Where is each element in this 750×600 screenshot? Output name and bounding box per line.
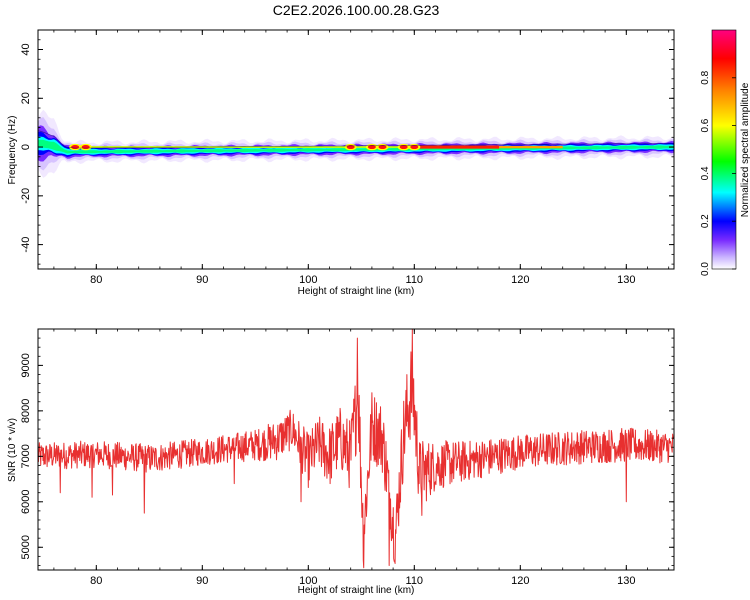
- spectrogram-frame: [37, 29, 675, 270]
- snr-ytick-label: 9000: [20, 353, 32, 377]
- snr-xtick-label: 100: [299, 575, 317, 587]
- spec-ytick-label: 20: [20, 92, 32, 104]
- spec-ytick-label: 0: [20, 144, 32, 150]
- spec-xtick-label: 100: [299, 274, 317, 286]
- spectrogram-hotspot: [378, 145, 387, 150]
- spectrogram-axes: 80 90 100 110 120 130 -40 -20 0 20 40: [20, 29, 674, 286]
- spectrogram-core-line: [75, 146, 415, 148]
- snr-panel: 80 90 100 110 120 130 5000 6000 7000 8000 9000 Hei…: [7, 328, 675, 596]
- spectrogram-core-fade: [499, 145, 563, 149]
- spec-xtick-label: 130: [617, 274, 635, 286]
- colorbar-ticks: 0.0 0.2 0.4 0.6 0.8: [700, 70, 736, 276]
- snr-xtick-label: 80: [90, 575, 102, 587]
- snr-xlabel: Height of straight line (km): [298, 585, 415, 596]
- colorbar-tick-label: 0.8: [700, 70, 711, 84]
- spectrogram-hotspot: [399, 145, 408, 150]
- colorbar: 0.0 0.2 0.4 0.6 0.8 Normalized spectral ampl…: [700, 29, 750, 276]
- chart-title: C2E2.2026.100.00.28.G23: [273, 2, 440, 18]
- spectrogram-contour: [38, 139, 674, 154]
- snr-xtick-label: 110: [406, 575, 424, 587]
- spec-ytick-label: -20: [20, 188, 32, 204]
- colorbar-tick-label: 0.4: [700, 166, 711, 180]
- spec-xtick-label: 110: [406, 274, 424, 286]
- spectrogram-xlabel: Height of straight line (km): [298, 286, 415, 297]
- spec-ytick-label: 40: [20, 43, 32, 55]
- colorbar-tick-label: 0.6: [700, 118, 711, 132]
- spectrogram-panel: 80 90 100 110 120 130 -40 -20 0 20 40 Height of st…: [7, 29, 675, 297]
- spec-xtick-label: 120: [511, 274, 529, 286]
- colorbar-gradient: [711, 29, 737, 270]
- spectrogram-ylabel: Frequency (Hz): [7, 116, 18, 185]
- spectrogram-hotspot: [81, 145, 90, 150]
- spectrogram-core: [414, 145, 500, 149]
- colorbar-tick-label: 0.0: [700, 262, 711, 276]
- snr-ylabel: SNR (10 * v/v): [7, 418, 18, 482]
- snr-ytick-label: 6000: [20, 490, 32, 514]
- snr-xtick-label: 90: [196, 575, 208, 587]
- spec-xtick-label: 90: [196, 274, 208, 286]
- spec-ytick-label: -40: [20, 237, 32, 253]
- snr-xtick-label: 130: [617, 575, 635, 587]
- spectrogram-edge: [38, 130, 674, 149]
- snr-series-line: [38, 329, 674, 569]
- snr-ytick-label: 5000: [20, 535, 32, 559]
- colorbar-label: Normalized spectral amplitude: [740, 82, 750, 217]
- spectrogram-hotspot: [410, 145, 419, 150]
- snr-frame: [37, 328, 675, 571]
- spectrogram-hotspot: [71, 145, 80, 150]
- spec-xtick-label: 80: [90, 274, 102, 286]
- snr-axes: 80 90 100 110 120 130 5000 6000 7000 8000 9000: [20, 328, 674, 587]
- colorbar-tick-label: 0.2: [700, 214, 711, 228]
- snr-ytick-label: 7000: [20, 444, 32, 468]
- spectrogram-band: [38, 109, 674, 178]
- spectrogram-hotspot: [367, 145, 376, 150]
- snr-xtick-label: 120: [511, 575, 529, 587]
- snr-ytick-label: 8000: [20, 399, 32, 423]
